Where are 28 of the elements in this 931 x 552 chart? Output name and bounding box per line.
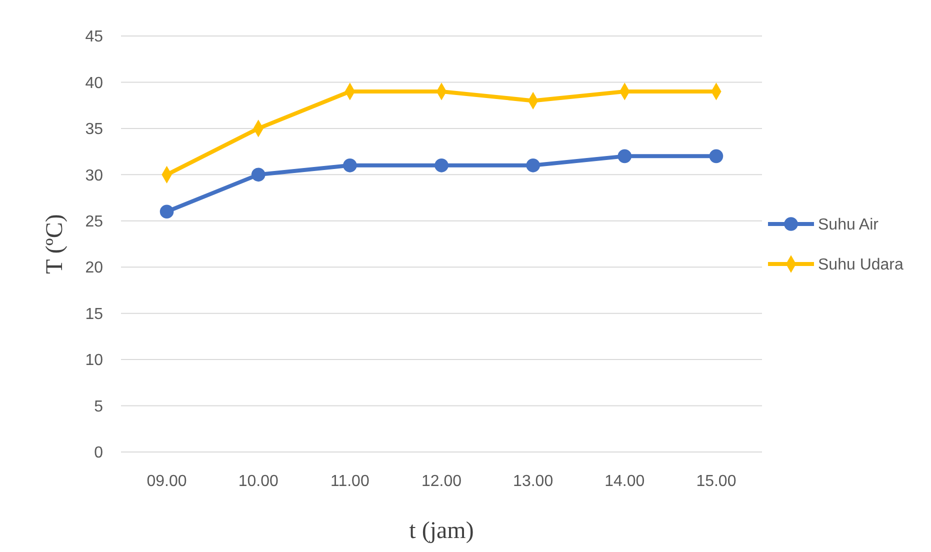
- x-tick-label: 09.00: [146, 473, 187, 490]
- point: [526, 158, 540, 172]
- y-tick-label: 45: [85, 28, 104, 46]
- x-tick-label: 13.00: [513, 473, 554, 490]
- point: [434, 158, 448, 172]
- y-tick-label: 25: [85, 213, 104, 230]
- y-tick-label: 35: [85, 121, 104, 138]
- legend-label: Suhu Air: [818, 216, 880, 234]
- x-tick-label: 10.00: [238, 473, 278, 490]
- point: [709, 149, 724, 164]
- y-tick-label: 15: [85, 306, 104, 323]
- point: [343, 158, 357, 172]
- y-tick-label: 0: [94, 444, 104, 462]
- point: [251, 168, 266, 182]
- x-tick-label: 11.00: [330, 473, 370, 490]
- point: [160, 204, 174, 219]
- y-tick-label: 30: [85, 167, 104, 184]
- y-tick-label: 10: [85, 352, 104, 370]
- x-axis-title: t (jam): [409, 518, 474, 544]
- y-tick-label: 5: [94, 398, 104, 416]
- y-tick-label: 40: [85, 74, 104, 92]
- y-axis-title: T (ºC): [42, 214, 68, 274]
- legend-label: Suhu Udara: [818, 256, 904, 274]
- x-tick-label: 15.00: [696, 473, 736, 490]
- x-tick-label: 12.00: [421, 473, 462, 490]
- x-tick-label: 14.00: [604, 473, 645, 490]
- y-tick-label: 20: [85, 260, 104, 277]
- point: [618, 149, 632, 164]
